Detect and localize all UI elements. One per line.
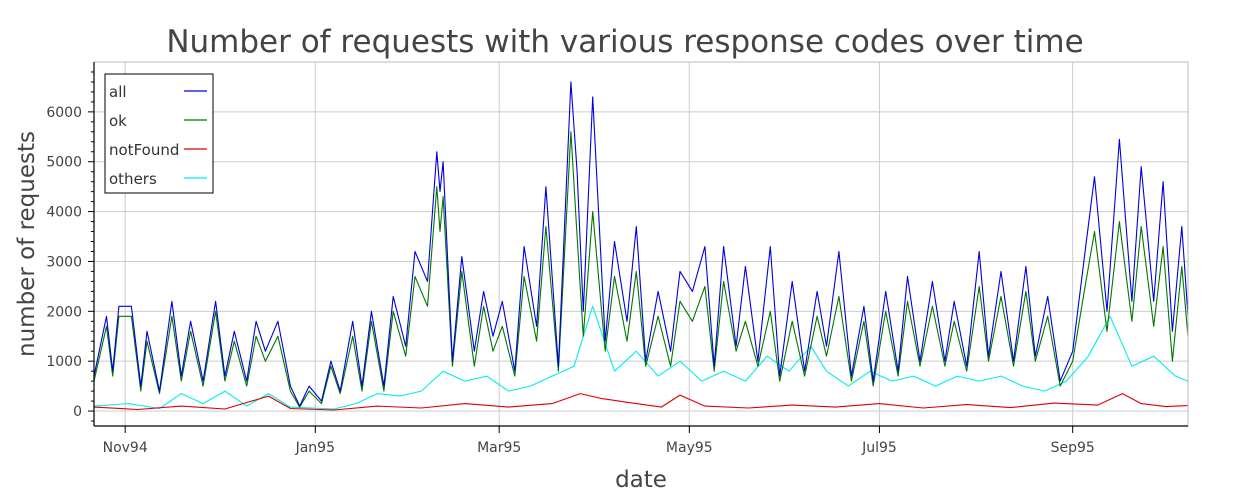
- x-tick-label: Nov94: [103, 440, 148, 456]
- y-tick-label: 5000: [46, 155, 82, 171]
- y-tick-label: 6000: [46, 105, 82, 121]
- legend-label-ok: ok: [109, 112, 127, 130]
- x-tick-label: Jul95: [861, 440, 897, 456]
- axes: 0 1000 2000 3000 4000 5000 6000 Nov94 Jan95 Mar95…: [46, 62, 1188, 456]
- x-tick-label: Mar95: [477, 440, 521, 456]
- series-line-others: [93, 305, 1189, 410]
- y-tick-label: 4000: [46, 205, 82, 221]
- legend: all ok notFound others: [104, 73, 214, 194]
- legend-label-all: all: [109, 83, 127, 101]
- legend-box: [104, 73, 214, 194]
- y-tick-label: 2000: [46, 304, 82, 320]
- y-tick-label: 1000: [46, 354, 82, 370]
- x-tick-label: Jan95: [295, 440, 335, 456]
- gridlines: [94, 62, 1188, 426]
- series-lines: [93, 81, 1189, 411]
- y-tick-label: 0: [73, 404, 82, 420]
- series-line-notfound: [93, 393, 1189, 411]
- chart-title: Number of requests with various response…: [166, 24, 1083, 60]
- x-axis-label: date: [615, 467, 667, 493]
- y-axis-label: number of requests: [14, 131, 40, 357]
- legend-label-notfound: notFound: [109, 141, 179, 159]
- legend-label-others: others: [109, 170, 157, 188]
- series-line-ok: [93, 131, 1189, 408]
- y-tick-label: 3000: [46, 254, 82, 270]
- x-tick-label: Sep95: [1051, 440, 1095, 456]
- plot-area: [93, 61, 1189, 427]
- x-tick-label: May95: [666, 440, 713, 456]
- series-line-all: [93, 81, 1189, 407]
